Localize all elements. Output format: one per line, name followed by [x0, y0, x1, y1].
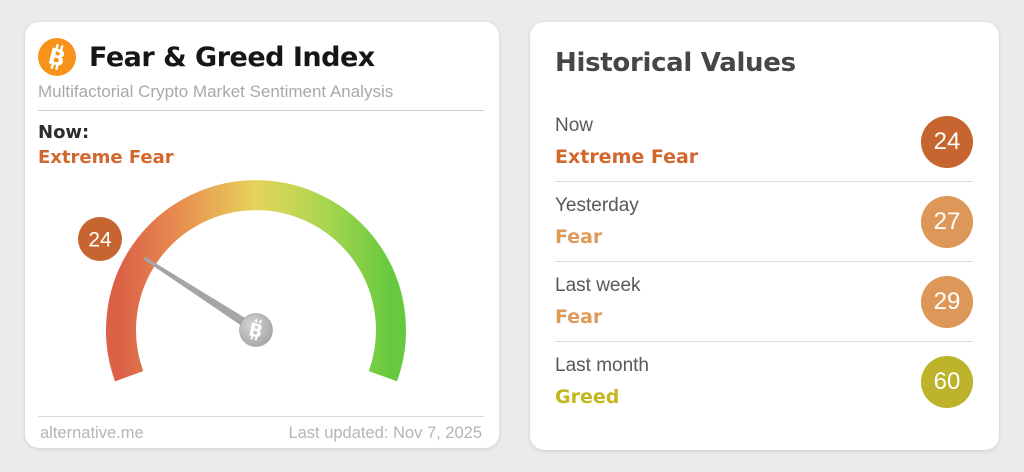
row-value-badge: 60	[921, 355, 973, 408]
row-sentiment: Fear	[555, 306, 603, 328]
gauge-value-badge	[78, 217, 122, 262]
row-label: Yesterday	[555, 195, 639, 216]
row-sentiment: Greed	[555, 386, 620, 408]
fear-greed-card: B Fear & Greed Index Multifactorial Cryp…	[25, 22, 499, 448]
gauge-arc	[106, 180, 406, 382]
gauge-hub	[239, 313, 273, 348]
gauge-value-text: 24	[88, 229, 112, 252]
card-footer: alternative.me Last updated: Nov 7, 2025	[38, 417, 484, 443]
page-title: Fear & Greed Index	[89, 41, 375, 73]
row-value-badge: 29	[921, 275, 973, 328]
svg-text:B: B	[246, 320, 264, 344]
now-label: Now:	[38, 122, 90, 143]
now-sentiment: Extreme Fear	[38, 147, 174, 169]
history-row-last-week: Last week Fear 29	[555, 262, 973, 342]
row-sentiment: Extreme Fear	[555, 146, 699, 168]
row-label: Last month	[555, 355, 649, 376]
source-link[interactable]: alternative.me	[40, 424, 144, 443]
row-value-badge: 24	[921, 115, 973, 168]
row-label: Last week	[555, 275, 641, 296]
gauge-needle	[143, 257, 259, 335]
row-sentiment: Fear	[555, 226, 603, 248]
bitcoin-icon: B	[38, 38, 76, 76]
fear-greed-gauge: B 24	[78, 180, 406, 382]
history-row-last-month: Last month Greed 60	[555, 342, 973, 421]
history-row-now: Now Extreme Fear 24	[555, 102, 973, 182]
row-value-badge: 27	[921, 195, 973, 248]
historical-values-card: Historical Values Now Extreme Fear 24 Ye…	[530, 22, 999, 450]
history-row-yesterday: Yesterday Fear 27	[555, 182, 973, 262]
historical-title: Historical Values	[555, 48, 796, 78]
bitcoin-hub-icon: B	[246, 319, 265, 344]
card-subtitle: Multifactorial Crypto Market Sentiment A…	[38, 82, 394, 101]
card-header: B Fear & Greed Index	[38, 38, 484, 76]
header-divider	[38, 110, 484, 111]
svg-text:B: B	[45, 44, 67, 72]
footer-divider	[38, 416, 484, 418]
last-updated: Last updated: Nov 7, 2025	[288, 424, 482, 443]
row-label: Now	[555, 115, 594, 136]
current-sentiment-block: Now: Extreme Fear	[38, 120, 484, 170]
